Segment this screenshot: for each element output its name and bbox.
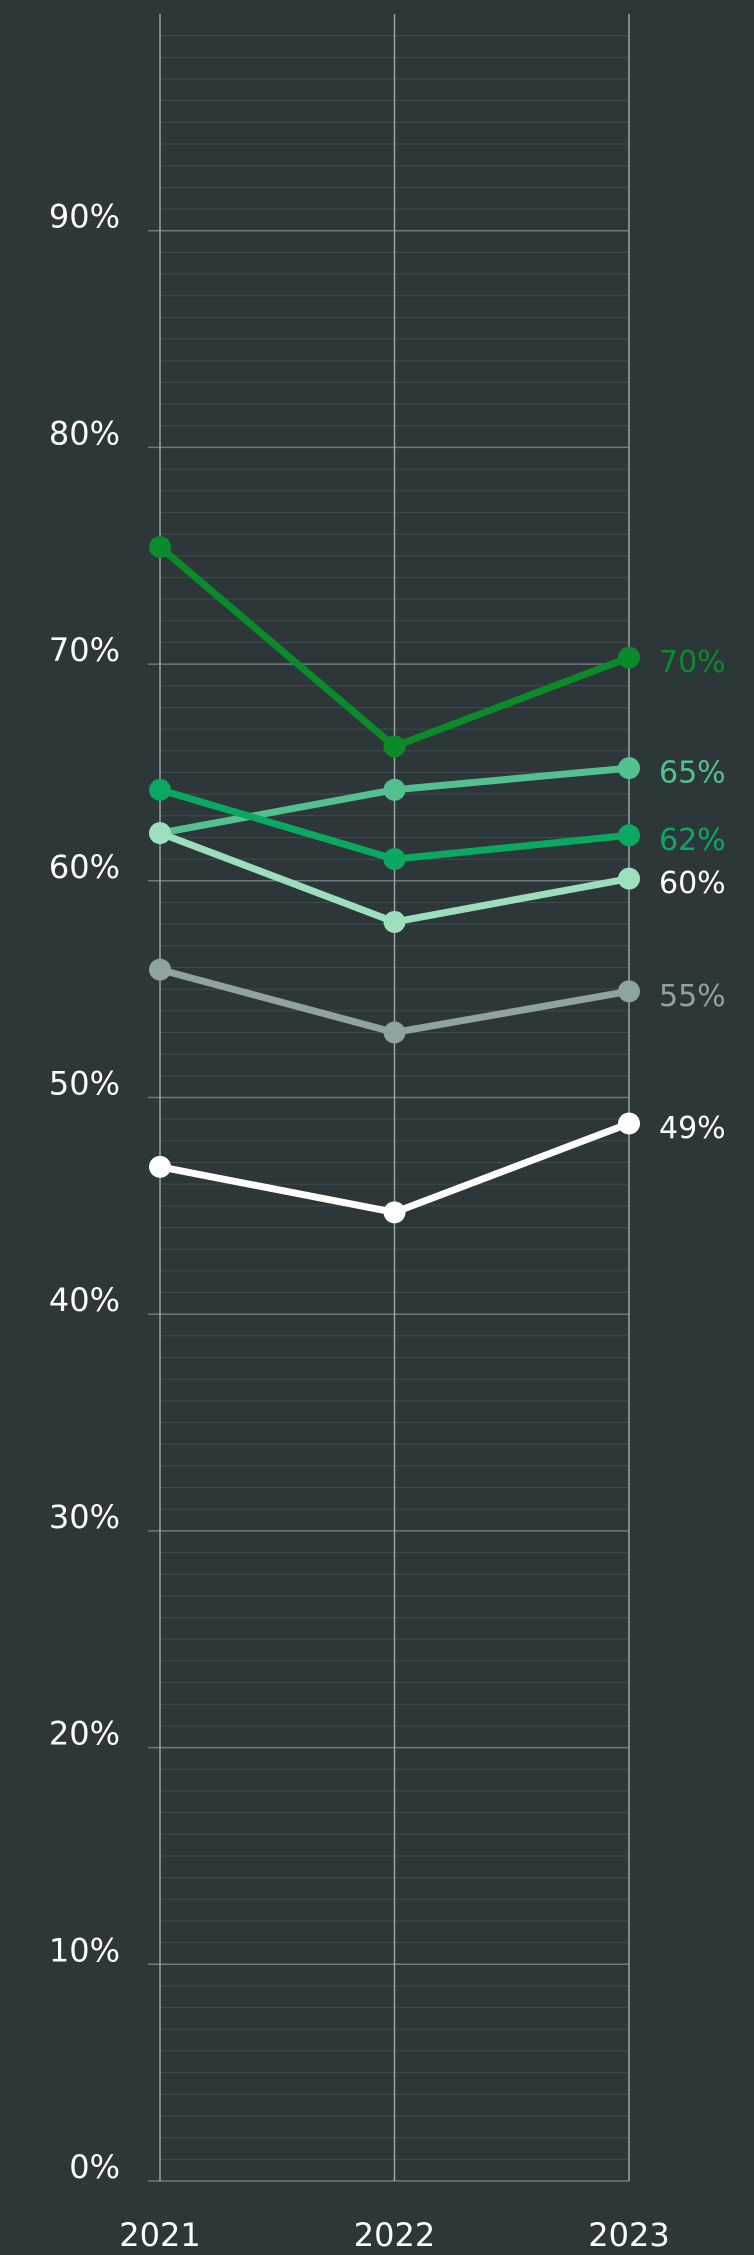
data-point xyxy=(383,848,406,871)
y-tick-label: 80% xyxy=(49,414,120,452)
data-point xyxy=(383,778,406,801)
x-tick-label: 2022 xyxy=(354,2216,435,2254)
data-point xyxy=(618,824,640,847)
value-label: 70% xyxy=(659,645,726,680)
data-point xyxy=(618,646,640,669)
data-point xyxy=(149,822,171,845)
y-tick-label: 10% xyxy=(49,1931,120,1969)
value-label: 55% xyxy=(659,979,726,1014)
y-tick-label: 60% xyxy=(49,848,120,886)
y-tick-label: 20% xyxy=(49,1715,120,1753)
y-tick-label: 40% xyxy=(49,1281,120,1319)
data-point xyxy=(383,910,406,933)
value-label: 60% xyxy=(659,866,726,901)
data-point xyxy=(618,1112,640,1135)
value-label: 65% xyxy=(659,756,726,791)
y-tick-label: 50% xyxy=(49,1065,120,1103)
y-tick-label: 30% xyxy=(49,1498,120,1536)
data-point xyxy=(149,958,171,981)
y-tick-label: 90% xyxy=(49,198,120,236)
x-tick-label: 2023 xyxy=(588,2216,669,2254)
data-point xyxy=(149,778,171,801)
data-point xyxy=(383,735,406,758)
x-tick-label: 2021 xyxy=(119,2216,200,2254)
data-point xyxy=(618,867,640,890)
data-point xyxy=(149,1155,171,1178)
data-point xyxy=(618,980,640,1003)
value-label: 49% xyxy=(659,1111,726,1146)
data-point xyxy=(383,1021,406,1044)
value-label: 62% xyxy=(659,823,726,858)
y-tick-label: 70% xyxy=(49,631,120,669)
y-tick-label: 0% xyxy=(69,2148,120,2186)
data-point xyxy=(383,1201,406,1224)
data-point xyxy=(149,536,171,559)
data-point xyxy=(618,757,640,780)
